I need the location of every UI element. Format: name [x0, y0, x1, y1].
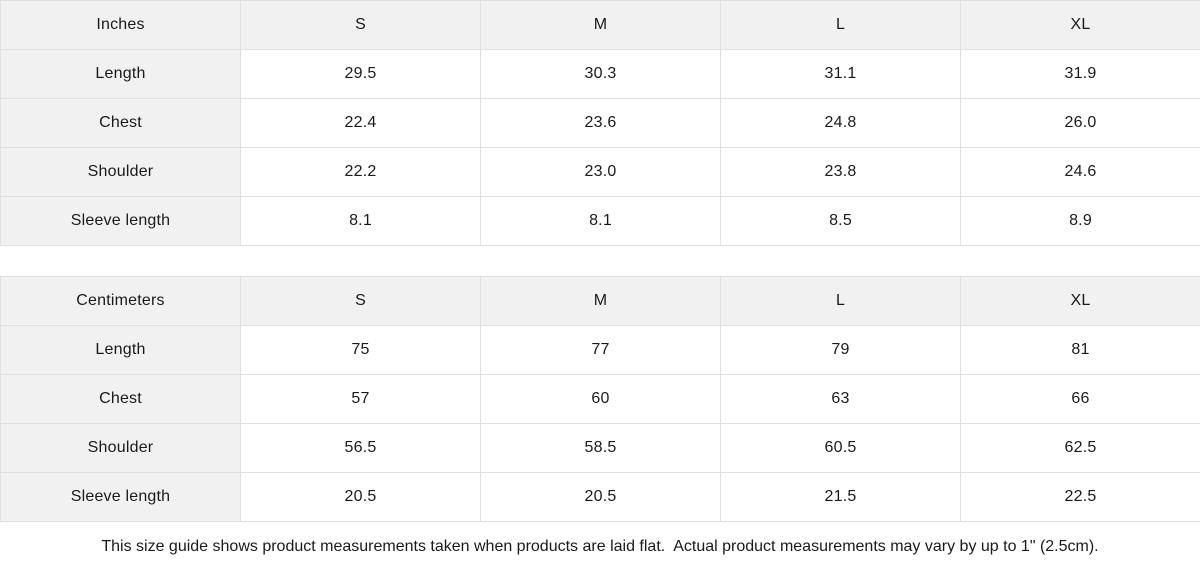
- measurement-cell: 8.9: [960, 196, 1200, 246]
- measurement-cell: 31.1: [720, 49, 961, 99]
- inches-size-header-xl: XL: [960, 0, 1200, 50]
- table-row: Shoulder 56.5 58.5 60.5 62.5: [0, 423, 1200, 473]
- centimeters-size-header-m: M: [480, 276, 721, 326]
- row-label-chest: Chest: [0, 374, 241, 424]
- measurement-cell: 56.5: [240, 423, 481, 473]
- measurement-cell: 75: [240, 325, 481, 375]
- table-row: Chest 57 60 63 66: [0, 374, 1200, 424]
- measurement-cell: 21.5: [720, 472, 961, 522]
- measurement-cell: 22.4: [240, 98, 481, 148]
- measurement-cell: 66: [960, 374, 1200, 424]
- measurement-cell: 62.5: [960, 423, 1200, 473]
- row-label-shoulder: Shoulder: [0, 423, 241, 473]
- inches-header-row: Inches S M L XL: [0, 0, 1200, 50]
- measurement-cell: 23.0: [480, 147, 721, 197]
- centimeters-unit-header: Centimeters: [0, 276, 241, 326]
- size-guide-note: This size guide shows product measuremen…: [0, 522, 1200, 571]
- measurement-cell: 22.2: [240, 147, 481, 197]
- table-row: Sleeve length 8.1 8.1 8.5 8.9: [0, 196, 1200, 246]
- table-row: Chest 22.4 23.6 24.8 26.0: [0, 98, 1200, 148]
- centimeters-size-header-s: S: [240, 276, 481, 326]
- row-label-sleeve-length: Sleeve length: [0, 196, 241, 246]
- measurement-cell: 22.5: [960, 472, 1200, 522]
- measurement-cell: 24.6: [960, 147, 1200, 197]
- centimeters-header-row: Centimeters S M L XL: [0, 276, 1200, 326]
- measurement-cell: 20.5: [240, 472, 481, 522]
- row-label-length: Length: [0, 325, 241, 375]
- measurement-cell: 77: [480, 325, 721, 375]
- measurement-cell: 30.3: [480, 49, 721, 99]
- measurement-cell: 60: [480, 374, 721, 424]
- centimeters-size-header-xl: XL: [960, 276, 1200, 326]
- measurement-cell: 31.9: [960, 49, 1200, 99]
- measurement-cell: 23.8: [720, 147, 961, 197]
- table-row: Shoulder 22.2 23.0 23.8 24.6: [0, 147, 1200, 197]
- measurement-cell: 8.1: [240, 196, 481, 246]
- row-label-shoulder: Shoulder: [0, 147, 241, 197]
- table-row: Sleeve length 20.5 20.5 21.5 22.5: [0, 472, 1200, 522]
- row-label-chest: Chest: [0, 98, 241, 148]
- measurement-cell: 79: [720, 325, 961, 375]
- inches-unit-header: Inches: [0, 0, 241, 50]
- inches-size-header-s: S: [240, 0, 481, 50]
- inches-size-header-l: L: [720, 0, 961, 50]
- measurement-cell: 63: [720, 374, 961, 424]
- measurement-cell: 23.6: [480, 98, 721, 148]
- measurement-cell: 26.0: [960, 98, 1200, 148]
- measurement-cell: 8.1: [480, 196, 721, 246]
- table-row: Length 29.5 30.3 31.1 31.9: [0, 49, 1200, 99]
- row-label-length: Length: [0, 49, 241, 99]
- inches-size-header-m: M: [480, 0, 721, 50]
- measurement-cell: 29.5: [240, 49, 481, 99]
- measurement-cell: 57: [240, 374, 481, 424]
- measurement-cell: 20.5: [480, 472, 721, 522]
- inches-size-table: Inches S M L XL Length 29.5 30.3 31.1 31…: [0, 0, 1200, 246]
- row-label-sleeve-length: Sleeve length: [0, 472, 241, 522]
- table-spacer: [0, 246, 1200, 276]
- measurement-cell: 8.5: [720, 196, 961, 246]
- measurement-cell: 60.5: [720, 423, 961, 473]
- measurement-cell: 24.8: [720, 98, 961, 148]
- measurement-cell: 58.5: [480, 423, 721, 473]
- table-row: Length 75 77 79 81: [0, 325, 1200, 375]
- centimeters-size-header-l: L: [720, 276, 961, 326]
- centimeters-size-table: Centimeters S M L XL Length 75 77 79 81 …: [0, 276, 1200, 522]
- measurement-cell: 81: [960, 325, 1200, 375]
